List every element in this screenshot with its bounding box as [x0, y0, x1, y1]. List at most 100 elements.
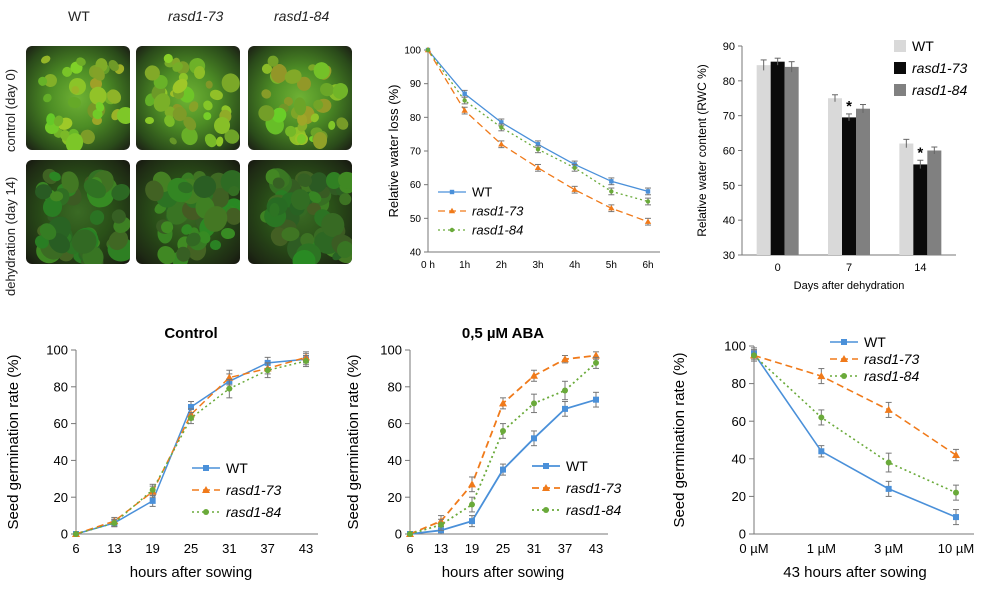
- legend-swatch-WT: [894, 40, 906, 52]
- x-tick-label: 31: [527, 541, 541, 556]
- bar-rasd1-73: [913, 164, 928, 255]
- x-axis-label: 43 hours after sowing: [783, 564, 926, 581]
- bar-WT: [756, 65, 771, 256]
- legend-marker-rasd1-84: [449, 227, 455, 233]
- data-point-rasd1-73: [644, 218, 652, 224]
- x-tick-label: 3h: [532, 260, 543, 271]
- y-tick-label: 80: [54, 379, 68, 394]
- data-point-rasd1-84: [531, 400, 537, 407]
- data-point-WT: [609, 179, 614, 184]
- bar-WT: [828, 98, 842, 255]
- data-point-rasd1-73: [499, 399, 507, 407]
- legend-label-rasd1-73: rasd1-73: [912, 60, 967, 76]
- data-point-rasd1-73: [592, 351, 600, 359]
- data-point-rasd1-73: [561, 355, 569, 363]
- data-point-rasd1-84: [469, 501, 475, 508]
- data-point-WT: [645, 189, 651, 194]
- x-tick-label: 7: [846, 262, 852, 274]
- y-tick-label: 50: [410, 214, 422, 225]
- y-tick-label: 90: [723, 41, 735, 53]
- data-point-rasd1-84: [885, 459, 892, 466]
- leaf: [204, 79, 214, 90]
- leaf: [167, 136, 179, 147]
- legend-label-rasd1-84: rasd1-84: [226, 504, 281, 520]
- photo-rasd1-73-control: [136, 46, 240, 150]
- legend-label-WT: WT: [566, 458, 588, 474]
- legend-marker-WT: [543, 463, 549, 469]
- data-point-rasd1-73: [468, 480, 476, 488]
- legend-label-WT: WT: [912, 38, 934, 54]
- x-tick-label: 3 µM: [874, 541, 903, 556]
- germination-control-chart: 0 20 40 60 80 100 6 13 19 25 31 37 43 Control hours af…: [5, 325, 318, 581]
- y-tick-label: 60: [388, 416, 402, 431]
- legend-label-WT: WT: [864, 334, 886, 350]
- photo-row-label-dehydration: dehydration (day 14): [3, 176, 18, 296]
- leaf: [193, 65, 206, 80]
- data-point-rasd1-84: [645, 199, 651, 204]
- data-point-rasd1-73: [952, 451, 960, 459]
- data-point-WT: [535, 142, 541, 147]
- data-point-WT: [462, 91, 467, 96]
- data-point-rasd1-84: [303, 358, 309, 365]
- data-point-rasd1-73: [817, 372, 826, 380]
- y-tick-label: 80: [410, 113, 422, 124]
- data-point-rasd1-73: [608, 205, 615, 211]
- x-tick-label: 10 µM: [938, 541, 974, 556]
- leaf: [219, 71, 240, 95]
- x-tick-label: 0: [775, 262, 781, 274]
- data-point-rasd1-84: [499, 125, 504, 130]
- leaf: [41, 92, 54, 105]
- data-point-rasd1-84: [188, 415, 194, 422]
- photo-col-label-wt: WT: [68, 8, 90, 24]
- x-tick-label: 2h: [496, 260, 507, 271]
- germination-aba-chart: 0 20 40 60 80 100 6 13 19 25 31 37 43 0,5 µM ABA hours…: [345, 325, 621, 581]
- legend-label-rasd1-73: rasd1-73: [472, 204, 524, 219]
- y-tick-label: 100: [724, 339, 746, 354]
- data-point-WT: [818, 448, 825, 455]
- plant-photo-panel: WT rasd1-73 rasd1-84 control (day 0) deh…: [0, 0, 370, 300]
- leaf: [210, 239, 222, 251]
- legend-label-WT: WT: [226, 460, 248, 476]
- y-tick-label: 20: [732, 489, 746, 504]
- leaf: [39, 53, 52, 65]
- significance-marker: *: [846, 98, 852, 115]
- data-point-rasd1-84: [111, 519, 118, 526]
- data-point-rasd1-84: [438, 521, 444, 528]
- germination-dose-chart: 0 20 40 60 80 100 0 µM 1 µM 3 µM 10 µM 43 hours af…: [671, 334, 974, 581]
- data-point-rasd1-84: [572, 165, 577, 171]
- legend-swatch-rasd1-84: [894, 84, 906, 96]
- y-tick-label: 0: [395, 527, 402, 542]
- legend-label-rasd1-73: rasd1-73: [226, 482, 281, 498]
- x-tick-label: 43: [299, 541, 313, 556]
- data-point-rasd1-84: [818, 414, 825, 421]
- data-point-rasd1-73: [534, 164, 542, 171]
- y-tick-label: 80: [723, 76, 735, 88]
- series-line-rasd1-73: [427, 49, 649, 223]
- y-tick-label: 80: [388, 379, 402, 394]
- x-tick-label: 19: [145, 541, 159, 556]
- data-point-rasd1-84: [535, 147, 541, 152]
- x-tick-label: 0 µM: [739, 541, 768, 556]
- leaf: [66, 95, 82, 109]
- x-tick-label: 4h: [569, 260, 580, 271]
- photo-wt-dehydration: [26, 160, 130, 264]
- y-axis-label: Relative water loss (%): [386, 85, 401, 218]
- data-point-rasd1-84: [149, 486, 156, 493]
- data-point-rasd1-84: [953, 489, 959, 496]
- data-point-rasd1-84: [264, 367, 271, 374]
- y-tick-label: 100: [404, 46, 421, 57]
- data-point-rasd1-84: [500, 427, 506, 434]
- photo-col-label-rasd1-73: rasd1-73: [168, 8, 224, 24]
- y-tick-label: 40: [388, 453, 402, 468]
- y-tick-label: 50: [723, 180, 735, 192]
- legend-label-rasd1-84: rasd1-84: [566, 502, 621, 518]
- y-tick-label: 70: [410, 147, 422, 158]
- data-point-WT: [499, 120, 504, 125]
- leaf: [215, 135, 224, 147]
- legend-marker-WT: [449, 189, 455, 195]
- y-tick-label: 30: [723, 250, 735, 262]
- series-line-WT: [753, 353, 957, 518]
- y-tick-label: 40: [410, 248, 422, 259]
- legend-marker-rasd1-84: [841, 373, 847, 379]
- bar-rasd1-84: [856, 108, 870, 255]
